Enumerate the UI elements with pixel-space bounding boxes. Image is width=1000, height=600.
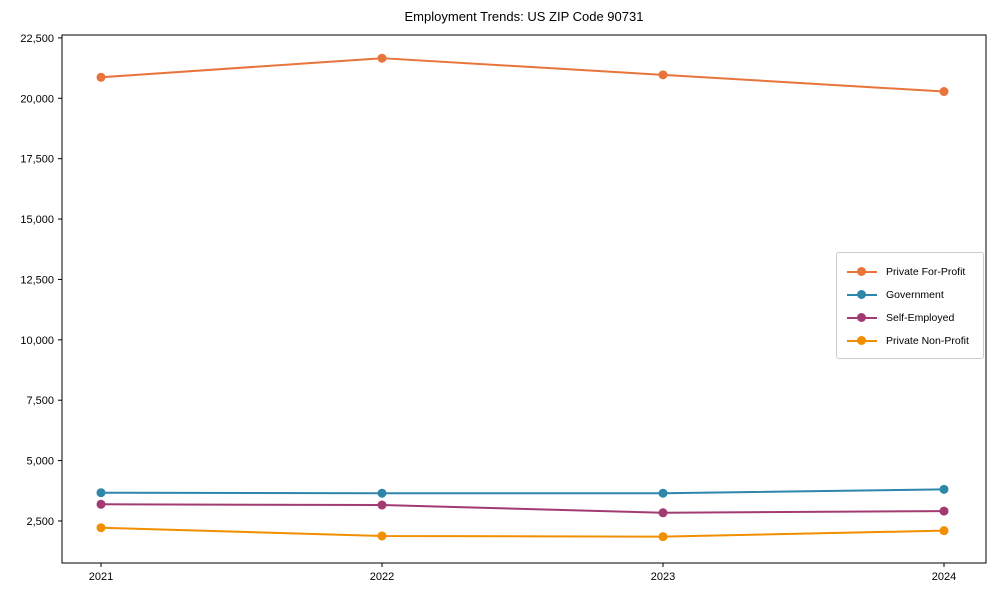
data-point (377, 53, 387, 63)
y-tick-label: 2,500 (26, 516, 54, 528)
x-tick-label: 2021 (89, 571, 113, 583)
x-tick-label: 2022 (370, 571, 394, 583)
data-point (939, 484, 949, 494)
data-point (377, 531, 387, 541)
y-tick-label: 20,000 (20, 93, 54, 105)
data-point (658, 532, 668, 542)
y-tick-label: 12,500 (20, 274, 54, 286)
x-tick-label: 2023 (651, 571, 675, 583)
y-tick-label: 10,000 (20, 335, 54, 347)
data-point (377, 488, 387, 498)
y-tick-label: 17,500 (20, 154, 54, 166)
legend-line-marker-icon (847, 290, 877, 300)
legend-line-marker-icon (847, 267, 877, 277)
legend-item: Private For-Profit (847, 260, 973, 283)
series-line-self-employed (100, 503, 945, 514)
legend: Private For-Profit Government Self-Employe… (836, 252, 984, 359)
data-point (658, 70, 668, 80)
y-tick-label: 15,000 (20, 214, 54, 226)
data-point (377, 500, 387, 510)
data-point (96, 72, 106, 82)
y-tick-label: 7,500 (26, 395, 54, 407)
series-line-government (100, 488, 945, 495)
data-point (939, 87, 949, 97)
data-point (96, 488, 106, 498)
legend-label: Government (886, 288, 944, 301)
legend-label: Private For-Profit (886, 265, 966, 278)
legend-item: Private Non-Profit (847, 329, 973, 352)
x-tick-label: 2024 (932, 571, 956, 583)
series-line-private-for-profit (100, 57, 945, 93)
y-tick-label: 22,500 (20, 33, 54, 45)
legend-line-marker-icon (847, 313, 877, 323)
legend-item: Government (847, 283, 973, 306)
legend-line-marker-icon (847, 336, 877, 346)
data-point (658, 488, 668, 498)
data-point (658, 508, 668, 518)
data-point (939, 506, 949, 516)
legend-label: Self-Employed (886, 311, 955, 324)
series-line-private-non-profit (100, 526, 945, 538)
axes-frame (61, 34, 987, 564)
chart-title: Employment Trends: US ZIP Code 90731 (404, 9, 644, 24)
data-point (939, 526, 949, 536)
legend-item: Self-Employed (847, 306, 973, 329)
y-tick-label: 5,000 (26, 456, 54, 468)
data-point (96, 499, 106, 509)
data-point (96, 523, 106, 533)
legend-label: Private Non-Profit (886, 334, 969, 347)
